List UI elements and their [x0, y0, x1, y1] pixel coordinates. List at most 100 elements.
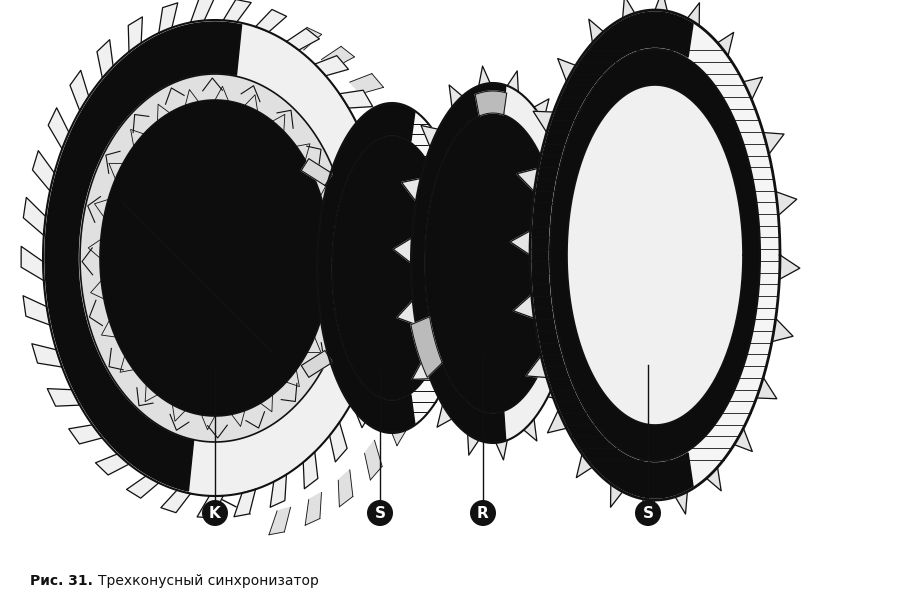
Ellipse shape [550, 49, 760, 461]
Polygon shape [565, 324, 584, 347]
Polygon shape [49, 108, 69, 149]
Polygon shape [128, 17, 142, 52]
Polygon shape [410, 188, 438, 214]
Polygon shape [421, 276, 444, 312]
Polygon shape [776, 192, 796, 215]
Polygon shape [350, 74, 383, 94]
Polygon shape [374, 169, 403, 196]
Polygon shape [763, 133, 784, 154]
Polygon shape [437, 405, 452, 427]
Polygon shape [463, 302, 493, 323]
Polygon shape [384, 213, 409, 245]
Polygon shape [291, 28, 321, 50]
Polygon shape [513, 295, 535, 318]
Polygon shape [468, 434, 479, 455]
Polygon shape [533, 111, 554, 133]
Polygon shape [546, 310, 577, 371]
Polygon shape [574, 263, 593, 288]
Circle shape [202, 500, 228, 526]
Polygon shape [412, 84, 506, 442]
Ellipse shape [317, 103, 467, 433]
Ellipse shape [425, 113, 561, 413]
Polygon shape [416, 321, 438, 361]
Polygon shape [191, 0, 214, 22]
Text: S: S [643, 505, 653, 520]
Polygon shape [397, 300, 416, 324]
Polygon shape [496, 440, 508, 460]
Polygon shape [21, 247, 44, 280]
Polygon shape [23, 295, 50, 325]
Polygon shape [655, 0, 668, 11]
Polygon shape [321, 46, 355, 68]
Polygon shape [643, 499, 655, 520]
Circle shape [470, 500, 496, 526]
Polygon shape [303, 452, 318, 489]
Polygon shape [675, 491, 688, 514]
Circle shape [635, 500, 661, 526]
Polygon shape [534, 99, 549, 121]
Polygon shape [23, 197, 46, 235]
Polygon shape [479, 66, 490, 86]
Polygon shape [68, 425, 103, 444]
Ellipse shape [43, 20, 387, 496]
Polygon shape [339, 90, 373, 108]
Polygon shape [532, 12, 693, 498]
Polygon shape [547, 410, 567, 433]
Polygon shape [411, 317, 442, 377]
Polygon shape [412, 358, 430, 379]
Polygon shape [97, 40, 113, 78]
Polygon shape [517, 168, 538, 192]
Ellipse shape [80, 74, 350, 442]
Polygon shape [161, 490, 191, 513]
Polygon shape [401, 178, 420, 201]
Polygon shape [393, 238, 412, 263]
Polygon shape [717, 33, 734, 56]
Polygon shape [734, 428, 752, 452]
Text: K: K [209, 505, 220, 520]
Polygon shape [315, 55, 348, 76]
Polygon shape [270, 475, 286, 507]
Polygon shape [286, 28, 320, 50]
Polygon shape [360, 129, 392, 150]
Polygon shape [757, 377, 777, 399]
Polygon shape [524, 419, 536, 441]
Polygon shape [32, 344, 62, 367]
Polygon shape [369, 347, 391, 387]
Polygon shape [386, 258, 409, 294]
Polygon shape [127, 476, 158, 498]
Polygon shape [223, 0, 251, 22]
Ellipse shape [567, 85, 743, 425]
Polygon shape [623, 0, 634, 18]
Polygon shape [508, 71, 518, 92]
Polygon shape [421, 125, 438, 147]
Polygon shape [70, 71, 89, 111]
Polygon shape [364, 440, 382, 480]
Polygon shape [556, 147, 574, 168]
Text: Трехконусный синхронизатор: Трехконусный синхронизатор [98, 574, 319, 588]
Polygon shape [381, 303, 403, 343]
Polygon shape [43, 20, 387, 496]
Polygon shape [318, 104, 415, 432]
Polygon shape [576, 454, 592, 478]
Polygon shape [475, 91, 507, 116]
Polygon shape [32, 151, 54, 191]
Ellipse shape [100, 100, 330, 416]
Polygon shape [395, 147, 427, 167]
Ellipse shape [100, 100, 330, 416]
Polygon shape [548, 379, 565, 400]
Polygon shape [772, 318, 793, 342]
Ellipse shape [530, 10, 780, 500]
Polygon shape [197, 496, 223, 518]
Polygon shape [387, 405, 407, 446]
Polygon shape [706, 467, 721, 491]
Polygon shape [526, 356, 546, 377]
Polygon shape [302, 350, 332, 377]
Polygon shape [305, 493, 321, 525]
Polygon shape [449, 85, 463, 107]
Polygon shape [269, 507, 291, 535]
Polygon shape [404, 364, 426, 405]
Polygon shape [418, 231, 444, 263]
Text: Рис. 31.: Рис. 31. [30, 574, 93, 588]
Polygon shape [338, 470, 353, 507]
Polygon shape [558, 58, 576, 82]
